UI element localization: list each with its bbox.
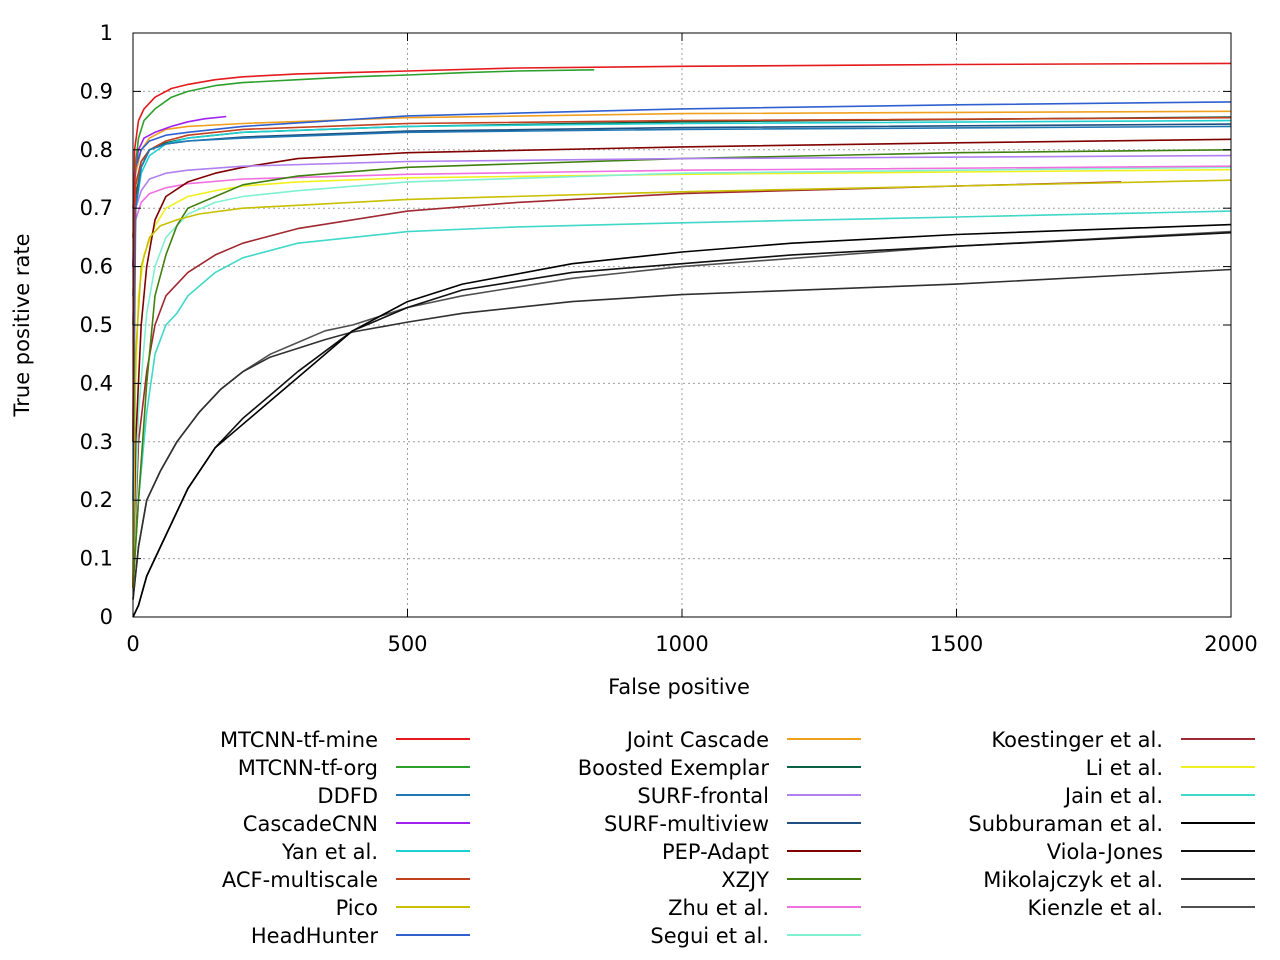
series-line-ddfd	[132, 125, 1232, 501]
y-tick-label: 0.7	[80, 196, 113, 220]
legend-item: Koestinger et al.	[991, 728, 1255, 752]
legend-item: Subburaman et al.	[968, 812, 1255, 836]
y-tick-label: 0.3	[80, 430, 113, 454]
series-line-pep-adapt	[132, 138, 1232, 588]
y-tick-label: 1	[100, 21, 113, 45]
legend-label: Boosted Exemplar	[578, 756, 770, 780]
series-line-jain-et-al	[132, 210, 1232, 588]
legend-label: Pico	[336, 896, 378, 920]
x-tick-label: 2000	[1204, 632, 1257, 656]
y-tick-label: 0.4	[80, 371, 113, 395]
series-line-mikolajczyk-et-al	[132, 268, 1232, 600]
y-tick-label: 0.1	[80, 547, 113, 571]
legend-item: Yan et al.	[281, 840, 470, 864]
legend-label: Kienzle et al.	[1028, 896, 1164, 920]
legend-item: Kienzle et al.	[1028, 896, 1255, 920]
y-tick-label: 0.6	[80, 255, 113, 279]
legend-label: XZJY	[721, 868, 769, 892]
legend-item: SURF-multiview	[604, 812, 861, 836]
y-tick-label: 0.2	[80, 488, 113, 512]
legend-label: Zhu et al.	[668, 896, 769, 920]
series-line-mtcnn-tf-mine	[132, 62, 1232, 442]
x-axis-label: False positive	[608, 675, 750, 699]
y-axis-label: True positive rate	[10, 234, 34, 418]
legend-item: HeadHunter	[251, 924, 470, 948]
legend-label: SURF-multiview	[604, 812, 769, 836]
legend-label: DDFD	[317, 784, 378, 808]
legend-item: Zhu et al.	[668, 896, 861, 920]
series-line-mtcnn-tf-org	[132, 69, 595, 442]
x-tick-label: 1500	[930, 632, 983, 656]
legend-item: Pico	[336, 896, 470, 920]
legend-item: MTCNN-tf-mine	[220, 728, 470, 752]
legend-label: ACF-multiscale	[222, 868, 378, 892]
legend-item: Jain et al.	[1063, 784, 1255, 808]
legend-item: ACF-multiscale	[222, 868, 470, 892]
grid	[133, 33, 1231, 617]
legend-label: CascadeCNN	[243, 812, 378, 836]
legend-label: Yan et al.	[281, 840, 378, 864]
legend-label: PEP-Adapt	[662, 840, 769, 864]
series-line-headhunter	[132, 101, 1232, 209]
legend: MTCNN-tf-mine MTCNN-tf-org DDFD CascadeCNN Y…	[220, 728, 1255, 948]
y-tick-label: 0.5	[80, 313, 113, 337]
legend-label: SURF-frontal	[637, 784, 769, 808]
legend-label: Li et al.	[1086, 756, 1163, 780]
legend-item: Segui et al.	[650, 924, 861, 948]
legend-item: SURF-frontal	[637, 784, 861, 808]
legend-item: DDFD	[317, 784, 470, 808]
series-line-joint-cascade	[132, 110, 1232, 238]
x-tick-label: 0	[126, 632, 139, 656]
legend-item: PEP-Adapt	[662, 840, 861, 864]
legend-label: Jain et al.	[1063, 784, 1163, 808]
y-tick-label: 0.8	[80, 138, 113, 162]
legend-item: MTCNN-tf-org	[238, 756, 470, 780]
series-line-segui-et-al	[132, 166, 1232, 588]
legend-item: Boosted Exemplar	[578, 756, 861, 780]
legend-label: Viola-Jones	[1047, 840, 1163, 864]
legend-label: Segui et al.	[650, 924, 769, 948]
legend-label: MTCNN-tf-mine	[220, 728, 378, 752]
series-line-subburaman-et-al	[132, 223, 1232, 618]
x-tick-label: 500	[387, 632, 427, 656]
legend-item: Viola-Jones	[1047, 840, 1255, 864]
series-line-acf-multiscale	[132, 116, 1232, 267]
legend-item: Li et al.	[1086, 756, 1255, 780]
legend-label: Joint Cascade	[625, 728, 769, 752]
legend-label: Koestinger et al.	[991, 728, 1163, 752]
y-tick-label: 0.9	[80, 79, 113, 103]
series-line-zhu-et-al	[132, 165, 1232, 296]
y-tick-label: 0	[100, 605, 113, 629]
legend-label: Subburaman et al.	[968, 812, 1163, 836]
legend-item: CascadeCNN	[243, 812, 470, 836]
legend-label: HeadHunter	[251, 924, 378, 948]
x-tick-label: 1000	[655, 632, 708, 656]
legend-item: Joint Cascade	[625, 728, 861, 752]
series-line-pico	[132, 179, 1232, 588]
legend-item: Mikolajczyk et al.	[983, 868, 1255, 892]
axis-ticks: 0 500 1000 1500 2000 0 0.1 0.2 0.3 0.4 0.5 0.6 0.7 0.…	[80, 21, 1258, 656]
legend-item: XZJY	[721, 868, 861, 892]
series-line-xzjy	[132, 149, 1232, 588]
series-lines	[132, 62, 1232, 618]
legend-label: Mikolajczyk et al.	[983, 868, 1163, 892]
series-line-surf-frontal	[132, 154, 1232, 267]
legend-label: MTCNN-tf-org	[238, 756, 378, 780]
